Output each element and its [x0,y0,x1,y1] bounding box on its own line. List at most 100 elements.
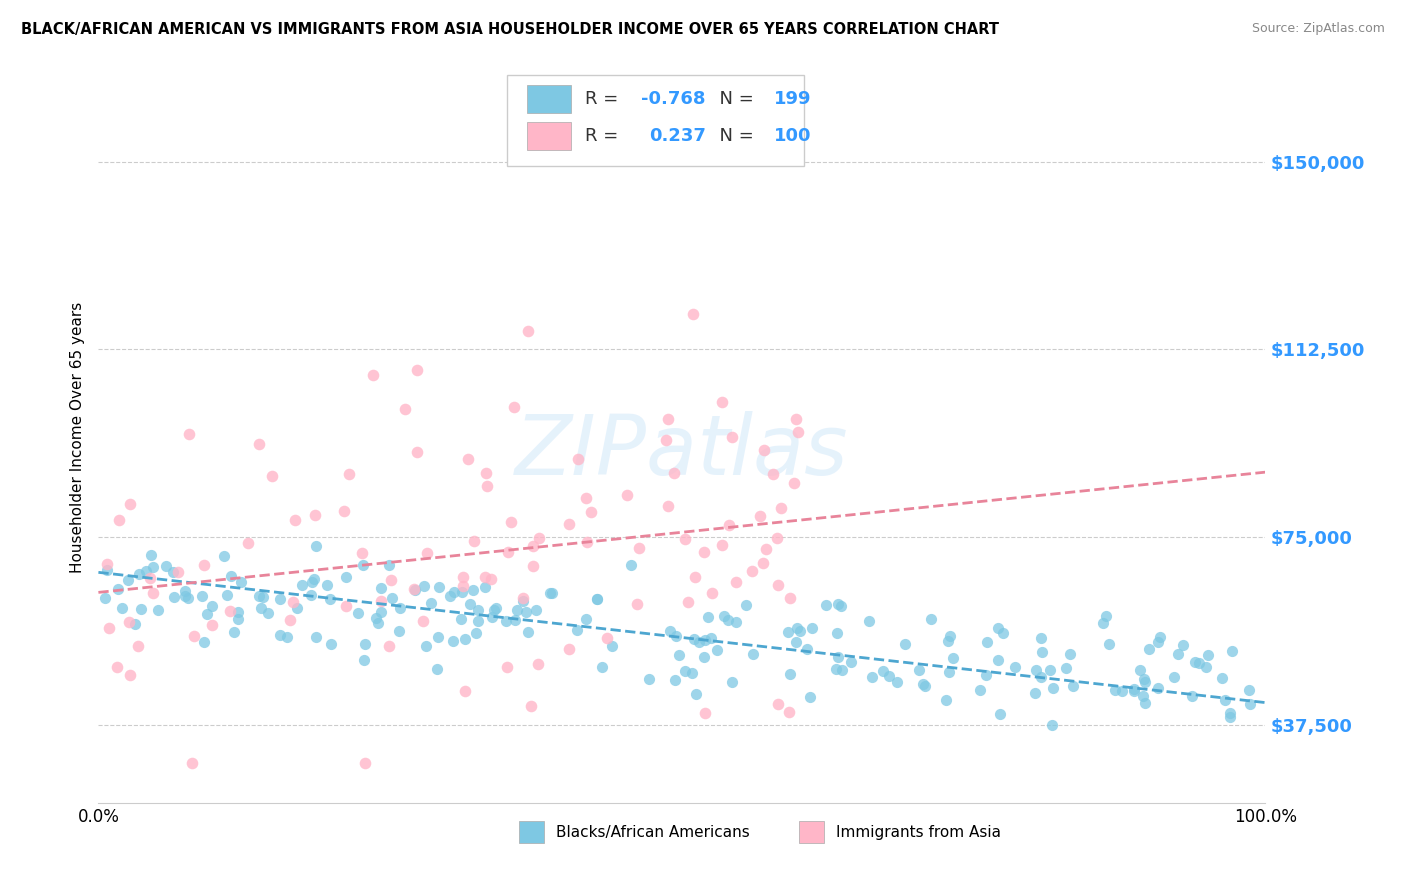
Point [415,639,437,653]
Point [748,508,770,523]
Point [1122,681,1144,696]
Point [291,577,314,591]
Point [742,647,765,661]
Point [467,602,489,616]
Point [628,541,651,556]
Point [693,706,716,720]
Point [474,569,496,583]
Point [522,539,544,553]
Point [464,625,486,640]
Point [335,599,357,614]
Point [776,624,799,639]
Point [222,624,245,639]
Point [402,582,425,596]
Point [1195,660,1218,674]
Point [269,591,291,606]
Point [195,607,218,622]
Point [524,603,547,617]
Point [1040,718,1063,732]
Point [673,664,696,678]
Point [676,595,699,609]
Point [380,573,402,587]
Point [163,590,186,604]
Point [120,497,142,511]
Point [496,659,519,673]
Point [1135,696,1157,710]
Point [516,625,538,640]
Point [457,451,479,466]
Point [219,603,242,617]
Point [827,597,849,611]
Point [503,613,526,627]
Point [451,570,474,584]
Point [177,427,200,442]
Point [506,603,529,617]
Point [443,634,465,648]
Point [858,614,880,628]
Point [541,586,564,600]
FancyBboxPatch shape [799,821,824,843]
Point [991,625,1014,640]
Point [252,591,274,605]
Point [1062,679,1084,693]
Point [616,487,638,501]
Point [685,687,707,701]
Point [814,598,837,612]
Point [1091,615,1114,630]
Point [117,615,139,629]
Point [799,690,821,704]
Point [987,621,1010,635]
Point [860,670,883,684]
Point [215,588,238,602]
Point [370,606,392,620]
Point [766,577,789,591]
Point [769,501,792,516]
Point [1094,609,1116,624]
Point [725,615,748,629]
FancyBboxPatch shape [508,75,804,167]
Point [522,559,544,574]
Point [177,591,200,605]
Point [174,589,197,603]
Point [378,639,401,653]
Point [361,368,384,383]
Point [226,612,249,626]
Point [664,673,686,687]
Point [778,706,800,720]
Point [1213,692,1236,706]
Point [1222,644,1244,658]
Point [711,395,734,409]
Text: N =: N = [707,90,759,108]
Point [1237,682,1260,697]
Point [1042,681,1064,696]
Point [1132,689,1154,703]
Point [370,594,392,608]
Point [1122,684,1144,698]
Point [299,588,322,602]
Point [1173,638,1195,652]
Point [574,491,596,505]
Point [1054,661,1077,675]
Point [987,652,1010,666]
Point [463,533,485,548]
Point [755,541,778,556]
Point [461,582,484,597]
Text: R =: R = [585,127,630,145]
Point [831,663,853,677]
Point [702,586,724,600]
Point [752,556,775,570]
Point [439,589,461,603]
Text: N =: N = [707,127,759,145]
Point [201,599,224,613]
Point [412,579,434,593]
Point [167,565,190,579]
Point [276,630,298,644]
Point [501,516,523,530]
Point [142,586,165,600]
Point [658,624,681,639]
Point [516,324,538,338]
Point [256,606,278,620]
Point [333,504,356,518]
Point [688,634,710,648]
Point [131,602,153,616]
